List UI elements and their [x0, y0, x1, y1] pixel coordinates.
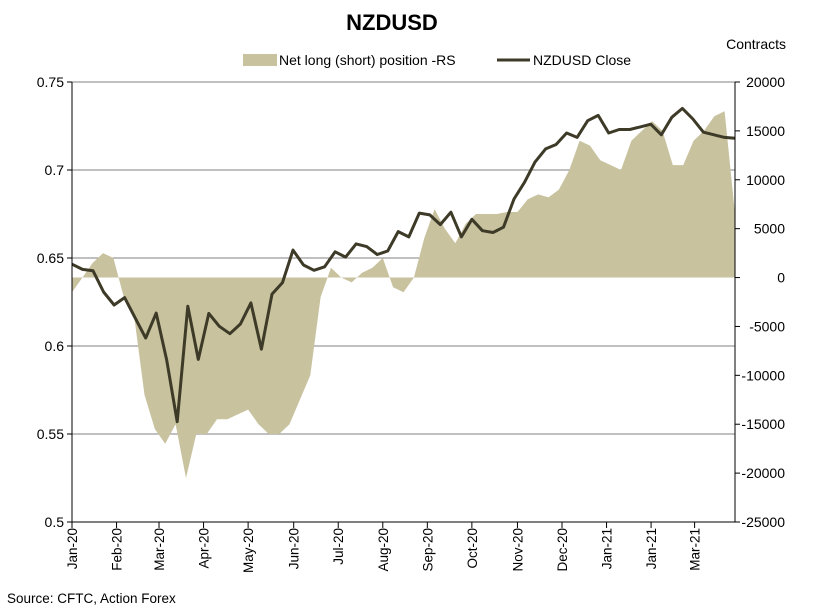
legend: Net long (short) position -RS NZDUSD Clo… — [243, 52, 631, 68]
right-tick-label: 0 — [777, 270, 785, 286]
x-axis-ticks: Jan-20 Feb-20 Mar-20 Apr-20 May-20 Jun-20 Jul-… — [65, 522, 703, 573]
right-tick-label: -25000 — [741, 514, 785, 530]
x-tick-label: Jan-20 — [65, 528, 80, 569]
right-axis-ticks: -25000 -20000 -15000 -10000 -5000 0 5000 10000 1… — [735, 74, 785, 530]
left-tick-label: 0.6 — [45, 338, 65, 354]
left-axis-ticks: 0.5 0.55 0.6 0.65 0.7 0.75 — [37, 74, 72, 530]
left-tick-label: 0.55 — [37, 426, 64, 442]
right-tick-label: -20000 — [741, 465, 785, 481]
net-position-area — [72, 111, 735, 479]
x-tick-label: Apr-20 — [197, 528, 212, 569]
right-tick-label: 10000 — [746, 172, 785, 188]
x-tick-label: Aug-20 — [376, 528, 391, 572]
legend-label-line: NZDUSD Close — [533, 52, 631, 68]
right-tick-label: -10000 — [741, 367, 785, 383]
x-tick-label: Nov-20 — [511, 528, 526, 572]
right-tick-label: 20000 — [746, 74, 785, 90]
x-tick-label: Jan-21 — [600, 528, 615, 569]
x-tick-label: Oct-20 — [465, 528, 480, 569]
x-tick-label: Mar-20 — [152, 528, 167, 571]
x-tick-label: Sep-20 — [420, 528, 435, 572]
legend-label-area: Net long (short) position -RS — [279, 52, 456, 68]
right-tick-label: -15000 — [741, 416, 785, 432]
x-tick-label: Jun-20 — [287, 528, 302, 569]
right-tick-label: -5000 — [749, 318, 785, 334]
right-axis-label: Contracts — [726, 36, 786, 52]
x-tick-label: Dec-20 — [555, 528, 570, 572]
nzdusd-close-line — [71, 106, 736, 424]
axes — [71, 82, 736, 523]
left-tick-label: 0.7 — [45, 162, 65, 178]
right-tick-label: 5000 — [754, 221, 785, 237]
chart-title: NZDUSD — [346, 10, 438, 35]
left-tick-label: 0.75 — [37, 74, 64, 90]
x-tick-label: May-20 — [241, 528, 256, 573]
left-tick-label: 0.65 — [37, 250, 64, 266]
area-series-layer — [71, 111, 736, 479]
right-tick-label: 15000 — [746, 123, 785, 139]
source-note: Source: CFTC, Action Forex — [7, 591, 176, 606]
x-tick-label: Jul-20 — [331, 528, 346, 565]
left-tick-label: 0.5 — [45, 514, 65, 530]
x-tick-label: Jan-21 — [644, 528, 659, 569]
x-tick-label: Feb-20 — [110, 528, 125, 571]
legend-swatch-area — [243, 54, 277, 66]
x-tick-label: Mar-21 — [688, 528, 703, 571]
